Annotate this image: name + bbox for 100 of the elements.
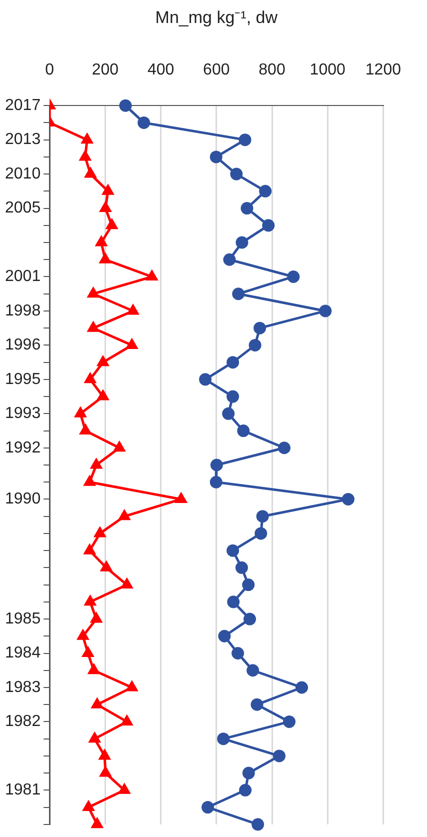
y-tick-label: 1981	[5, 782, 41, 799]
point	[238, 134, 252, 146]
point	[84, 476, 96, 486]
y-tick-label: 1993	[5, 405, 41, 422]
y-tick-label: 2010	[5, 165, 41, 182]
x-axis-title: Mn_mg kg⁻¹, dw	[155, 8, 278, 27]
point	[89, 732, 100, 743]
x-tick-label: 0	[45, 61, 54, 78]
point	[99, 750, 110, 760]
point	[237, 424, 250, 438]
point	[127, 304, 139, 315]
point	[118, 784, 130, 794]
x-tick-label: 1000	[310, 61, 346, 78]
point	[80, 424, 92, 435]
point	[100, 766, 112, 777]
point	[121, 715, 132, 726]
point	[272, 750, 286, 762]
point	[262, 219, 275, 232]
point	[121, 578, 132, 589]
point	[242, 766, 255, 780]
point	[94, 527, 106, 538]
point	[77, 630, 89, 640]
point	[236, 236, 248, 249]
point	[114, 442, 125, 452]
point	[100, 202, 112, 212]
point	[252, 818, 264, 831]
point	[202, 801, 214, 814]
point	[254, 322, 266, 334]
point	[74, 407, 86, 418]
point	[235, 561, 248, 574]
point	[92, 698, 103, 708]
point	[319, 304, 332, 318]
point	[176, 492, 187, 503]
point	[254, 527, 268, 540]
point	[210, 476, 222, 488]
point	[90, 458, 102, 469]
point	[100, 561, 112, 572]
point	[84, 544, 96, 554]
point	[248, 338, 262, 352]
point	[82, 134, 93, 144]
point	[246, 664, 260, 677]
y-tick-label: 1996	[5, 336, 41, 354]
point	[138, 116, 150, 129]
y-tick-label: 1998	[5, 302, 41, 320]
point	[259, 184, 272, 198]
y-tick-label: 1983	[5, 678, 41, 696]
point	[287, 270, 300, 283]
point	[84, 168, 96, 178]
point	[256, 510, 269, 523]
point	[88, 664, 100, 674]
point	[218, 630, 231, 642]
point	[126, 681, 138, 692]
point	[82, 801, 94, 812]
y-tick-label: 2013	[5, 131, 41, 148]
point	[244, 612, 256, 626]
point	[278, 442, 290, 454]
point	[100, 253, 111, 264]
point	[342, 492, 354, 506]
point	[240, 202, 254, 215]
point	[118, 510, 130, 520]
point	[84, 596, 96, 606]
y-tick-label: 1992	[5, 439, 41, 456]
point	[232, 647, 244, 660]
point	[282, 715, 296, 728]
y-tick-label: 1995	[5, 370, 41, 388]
x-tick-label: 200	[92, 61, 119, 78]
point	[226, 356, 240, 369]
point	[222, 407, 235, 420]
point	[84, 373, 96, 384]
point	[239, 784, 252, 796]
y-tick-label: 1990	[5, 490, 41, 508]
point	[82, 647, 94, 658]
point	[295, 681, 308, 694]
y-tick-label: 1984	[5, 644, 41, 662]
y-tick-label: 2001	[5, 268, 41, 286]
point	[96, 236, 107, 246]
point	[227, 596, 240, 608]
point	[97, 356, 109, 366]
point	[199, 373, 212, 386]
x-tick-label: 800	[258, 61, 286, 78]
point	[119, 99, 132, 112]
point	[250, 698, 264, 711]
point	[97, 390, 109, 400]
point	[146, 270, 158, 280]
y-tick-label: 2017	[5, 97, 41, 114]
point	[88, 288, 99, 298]
point	[210, 458, 223, 472]
point	[90, 612, 102, 623]
x-tick-label: 400	[147, 61, 174, 78]
point	[92, 818, 103, 828]
point	[102, 184, 114, 195]
point	[217, 732, 230, 746]
y-tick-label: 1982	[5, 713, 41, 730]
point	[223, 253, 236, 266]
point	[80, 150, 91, 161]
point	[226, 544, 240, 557]
x-tick-label: 600	[203, 61, 230, 78]
y-tick-label: 2005	[5, 200, 41, 217]
point	[210, 150, 222, 164]
x-tick-label: 1200	[365, 61, 402, 78]
